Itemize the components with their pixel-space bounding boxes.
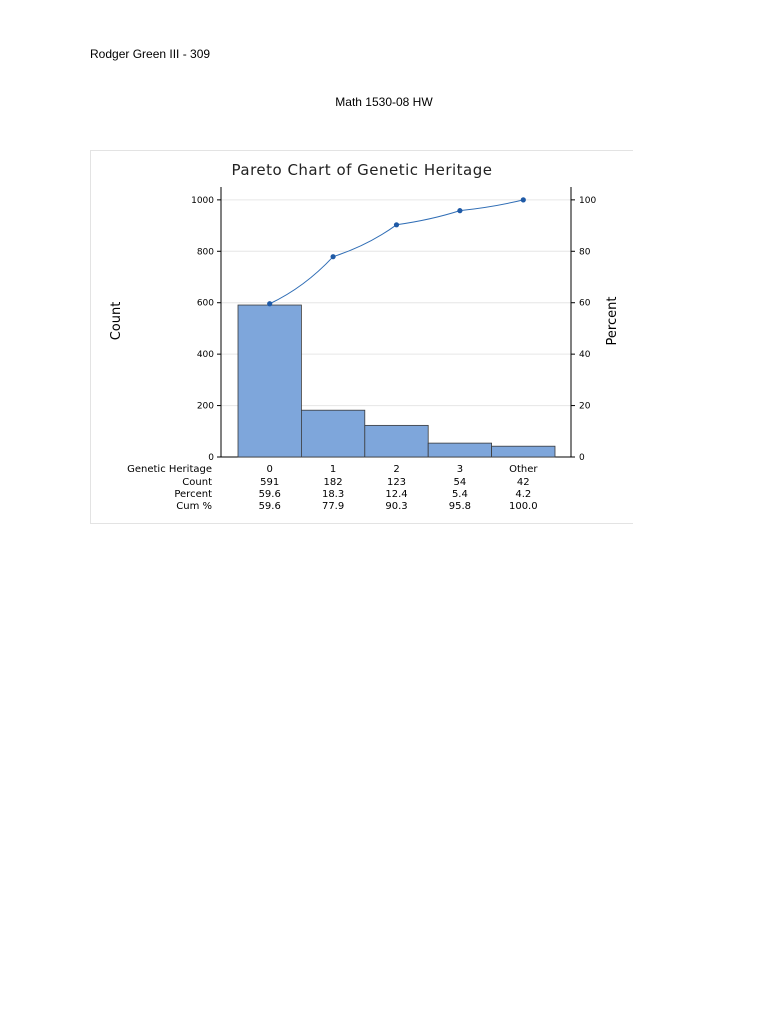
- table-cell: 90.3: [385, 501, 407, 512]
- category-label: 1: [330, 464, 336, 475]
- chart-title: Pareto Chart of Genetic Heritage: [232, 161, 493, 179]
- y2-tick-label: 100: [579, 196, 596, 206]
- table-cell: 42: [517, 477, 530, 488]
- bar: [427, 442, 493, 458]
- y-axis-title: Count: [109, 302, 124, 341]
- y-tick-label: 600: [197, 299, 214, 309]
- table-cell: 12.4: [385, 489, 407, 500]
- table-cell: 18.3: [322, 489, 344, 500]
- cumulative-point: [520, 197, 526, 203]
- table-row-label: Cum %: [176, 501, 212, 512]
- category-label: 2: [393, 464, 399, 475]
- y2-tick-label: 0: [579, 453, 585, 463]
- cumulative-point: [393, 222, 400, 228]
- table-row-label: Count: [182, 477, 212, 488]
- table-row-label: Percent: [174, 489, 212, 500]
- y2-tick-label: 60: [579, 299, 591, 309]
- table-cell: 5.4: [452, 489, 468, 500]
- cumulative-line: [269, 199, 524, 305]
- table-cell: 123: [387, 477, 406, 488]
- bar: [300, 409, 366, 458]
- category-label: 0: [267, 464, 273, 475]
- bar: [491, 445, 556, 458]
- table-cell: 4.2: [515, 489, 531, 500]
- table-cell: 77.9: [322, 501, 344, 512]
- document-title: Math 1530-08 HW: [335, 95, 433, 109]
- cumulative-point: [330, 254, 336, 260]
- y-tick-label: 200: [197, 402, 214, 412]
- pareto-chart: Pareto Chart of Genetic Heritage Count P…: [109, 161, 620, 512]
- table-cell: 59.6: [259, 489, 281, 500]
- chart-frame: Pareto Chart of Genetic Heritage Count P…: [90, 150, 633, 524]
- table-cell: 100.0: [509, 501, 538, 512]
- cumulative-point: [457, 208, 463, 214]
- table-row-label: Genetic Heritage: [127, 464, 212, 475]
- y2-axis-title: Percent: [605, 297, 620, 346]
- table-cell: 95.8: [449, 501, 471, 512]
- y-tick-label: 400: [197, 350, 214, 360]
- y2-tick-label: 40: [579, 350, 591, 360]
- bar: [237, 304, 302, 458]
- table-cell: 59.6: [259, 501, 281, 512]
- y-tick-label: 800: [197, 247, 214, 257]
- y-tick-label: 1000: [191, 196, 214, 206]
- category-label: 3: [457, 464, 463, 475]
- y2-tick-label: 80: [579, 247, 591, 257]
- table-cell: 591: [260, 477, 279, 488]
- cumulative-point: [267, 301, 273, 307]
- category-label: Other: [509, 464, 538, 475]
- author-line: Rodger Green III - 309: [90, 47, 211, 61]
- y-tick-label: 0: [208, 453, 214, 463]
- table-cell: 54: [454, 477, 467, 488]
- table-cell: 182: [324, 477, 343, 488]
- y2-tick-label: 20: [579, 402, 591, 412]
- bar: [364, 424, 429, 458]
